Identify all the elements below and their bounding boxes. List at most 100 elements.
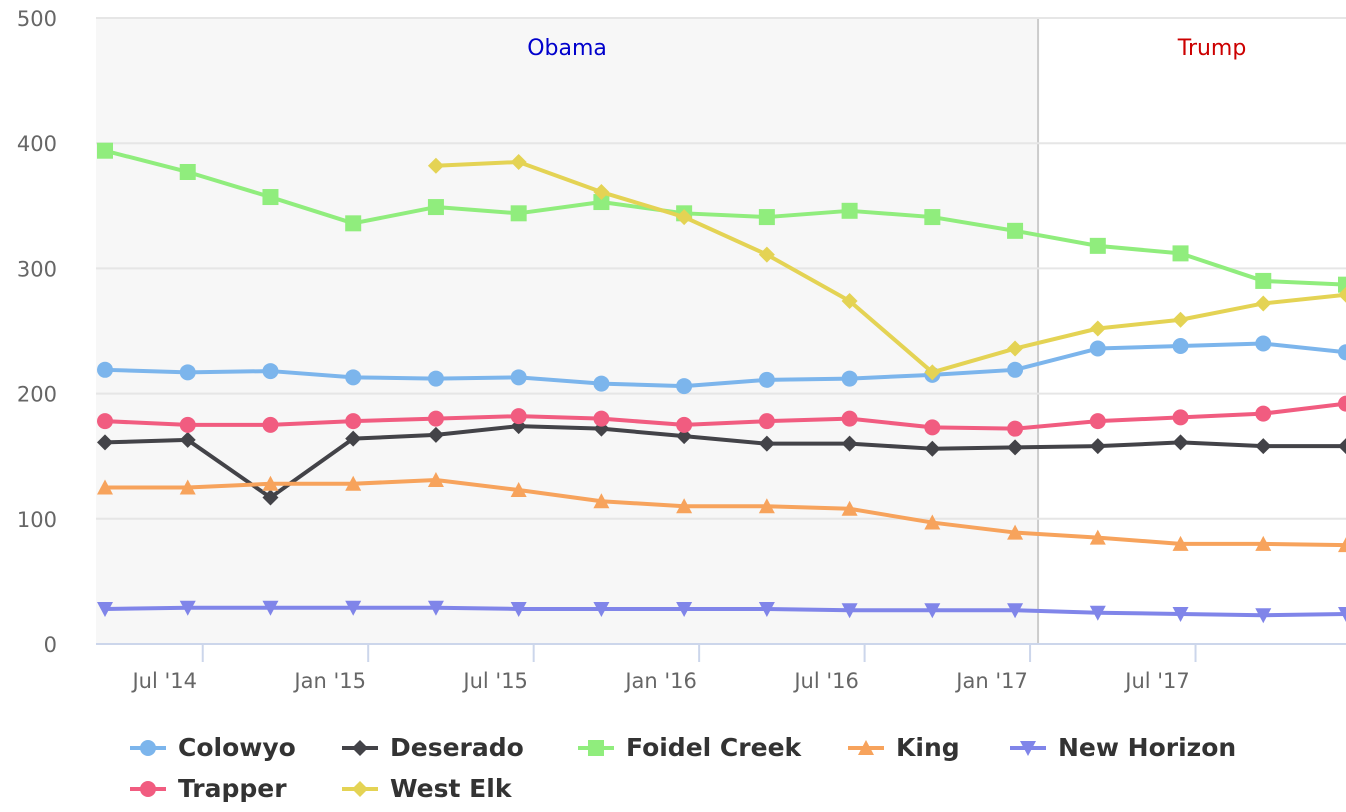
data-point-deserado <box>1338 438 1346 455</box>
x-axis: Jul '14 Jan '15 Jul '15 Jan '16 Jul '16 Jan '… <box>96 643 1346 693</box>
data-point-deserado <box>758 435 775 452</box>
data-point-trapper <box>676 416 693 433</box>
data-point-foidel-creek <box>1007 222 1024 239</box>
data-point-new-horizon <box>841 603 858 619</box>
legend-item-colowyo[interactable]: Colowyo <box>130 733 296 762</box>
legend-label: West Elk <box>390 774 513 803</box>
y-tick-label: 500 <box>17 7 57 31</box>
legend-symbol-deserado <box>352 740 368 756</box>
legend-item-king[interactable]: King <box>848 733 960 762</box>
data-point-new-horizon <box>1172 606 1189 622</box>
data-point-deserado <box>841 435 858 452</box>
legend-item-trapper[interactable]: Trapper <box>130 774 287 803</box>
data-point-foidel-creek <box>97 142 113 159</box>
data-point-king <box>1172 535 1189 551</box>
data-point-foidel-creek <box>345 215 362 232</box>
data-point-new-horizon <box>1338 606 1346 622</box>
legend-item-west-elk[interactable]: West Elk <box>342 774 513 803</box>
data-point-king <box>510 482 527 498</box>
legend-item-new-horizon[interactable]: New Horizon <box>1010 733 1236 762</box>
data-point-colowyo <box>427 370 444 387</box>
data-point-new-horizon <box>1255 608 1272 624</box>
gridlines <box>96 17 1346 520</box>
data-point-west-elk <box>758 246 775 263</box>
y-tick-label: 100 <box>17 508 57 532</box>
legend-symbol-new-horizon <box>1020 741 1036 756</box>
data-point-colowyo <box>179 364 196 381</box>
data-point-foidel-creek <box>841 202 858 219</box>
data-point-trapper <box>1255 405 1272 422</box>
series-line-trapper <box>104 401 1346 431</box>
data-point-foidel-creek <box>262 189 279 206</box>
y-tick-label: 0 <box>44 633 57 657</box>
data-point-new-horizon <box>1089 605 1106 621</box>
data-point-trapper <box>1007 420 1024 437</box>
series-foidel-creek <box>97 142 1346 293</box>
data-point-king <box>262 475 279 491</box>
data-point-trapper <box>97 413 113 430</box>
data-point-trapper <box>1089 413 1106 430</box>
band-obama <box>96 18 1039 644</box>
series-layer <box>97 142 1346 624</box>
data-point-foidel-creek <box>593 194 610 211</box>
data-point-king <box>1255 535 1272 551</box>
data-point-king <box>427 471 444 487</box>
data-point-colowyo <box>510 369 527 386</box>
data-point-west-elk <box>1172 311 1189 328</box>
data-point-new-horizon <box>676 601 693 617</box>
legend-symbol-west-elk <box>352 781 368 797</box>
data-point-foidel-creek <box>1255 272 1272 289</box>
data-point-king <box>593 493 610 509</box>
data-point-colowyo <box>262 363 279 380</box>
data-point-king <box>924 514 941 530</box>
data-point-trapper <box>427 410 444 427</box>
series-west-elk <box>427 153 1346 381</box>
data-point-west-elk <box>841 292 858 309</box>
data-point-new-horizon <box>593 601 610 617</box>
data-point-trapper <box>345 413 362 430</box>
data-point-west-elk <box>1255 295 1272 312</box>
data-point-colowyo <box>676 378 693 395</box>
data-point-colowyo <box>345 369 362 386</box>
series-line-deserado <box>104 424 1346 500</box>
data-point-deserado <box>1255 438 1272 455</box>
y-tick-label: 200 <box>17 383 57 407</box>
data-point-west-elk <box>427 157 444 174</box>
x-tick-label: Jan '16 <box>623 669 697 693</box>
data-point-colowyo <box>1089 340 1106 357</box>
data-point-deserado <box>1007 439 1024 456</box>
legend-label: Colowyo <box>178 733 296 762</box>
data-point-king <box>1089 529 1106 545</box>
data-point-trapper <box>262 416 279 433</box>
x-tick-label: Jul '17 <box>1123 669 1190 693</box>
data-point-new-horizon <box>179 600 196 616</box>
series-line-west-elk <box>435 159 1346 375</box>
data-point-trapper <box>510 408 527 425</box>
data-point-foidel-creek <box>427 199 444 216</box>
series-new-horizon <box>97 600 1346 624</box>
data-point-king <box>1338 537 1346 553</box>
series-trapper <box>97 395 1346 437</box>
data-point-king <box>676 498 693 514</box>
data-point-trapper <box>593 410 610 427</box>
data-point-new-horizon <box>758 601 775 617</box>
data-point-trapper <box>924 419 941 436</box>
data-point-west-elk <box>924 364 941 381</box>
series-line-king <box>105 477 1346 548</box>
data-point-new-horizon <box>1007 603 1024 619</box>
data-point-deserado <box>427 426 444 443</box>
x-tick-label: Jul '16 <box>792 669 859 693</box>
data-point-west-elk <box>676 209 693 226</box>
data-point-trapper <box>1338 395 1346 412</box>
data-point-colowyo <box>1255 335 1272 352</box>
legend-symbol-foidel-creek <box>588 740 604 756</box>
legend-item-foidel-creek[interactable]: Foidel Creek <box>578 733 803 762</box>
x-tick-label: Jul '14 <box>130 669 197 693</box>
band-label-trump: Trump <box>1177 36 1247 61</box>
data-point-foidel-creek <box>1172 245 1189 262</box>
data-point-new-horizon <box>97 601 113 617</box>
data-point-deserado <box>179 431 196 448</box>
data-point-west-elk <box>1089 320 1106 337</box>
legend-item-deserado[interactable]: Deserado <box>342 733 524 762</box>
